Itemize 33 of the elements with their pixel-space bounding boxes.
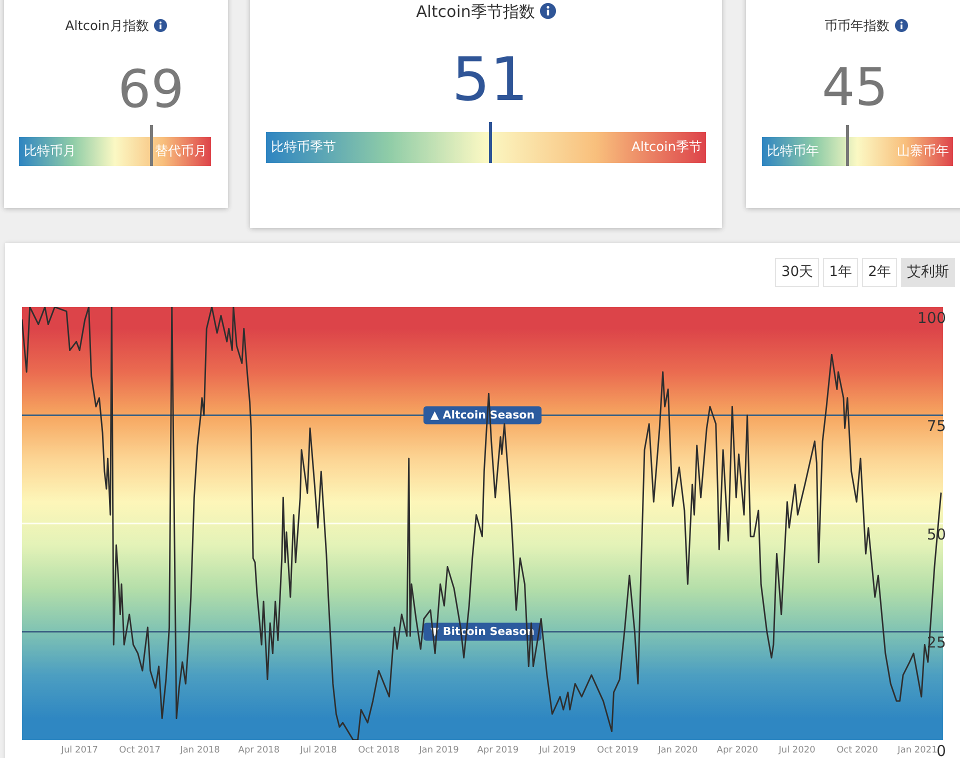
text: 比特币季节 [271, 139, 336, 157]
range-button[interactable]: 1年 [823, 258, 858, 287]
x-tick-label: Jan 2019 [418, 746, 460, 756]
x-tick-label: Jan 2020 [657, 746, 698, 756]
x-tick-label: Jul 2018 [299, 746, 338, 756]
x-tick-label: Apr 2020 [716, 746, 758, 756]
x-tick-label: Jul 2020 [778, 746, 816, 756]
data-label: 45 [820, 56, 890, 120]
text: 比特币月 [24, 143, 76, 161]
x-tick-label: Oct 2020 [836, 746, 878, 756]
x-tick-label: Apr 2018 [238, 746, 280, 756]
text: 币币年指数 [824, 18, 890, 34]
x-tick-label: Oct 2018 [358, 746, 400, 756]
x-tick-label: Oct 2017 [119, 746, 160, 756]
x-tick-label: Jan 2018 [179, 746, 220, 756]
text: 山寨币年 [897, 143, 949, 161]
x-tick-label: Apr 2019 [477, 746, 519, 756]
data-label: 51 [450, 44, 530, 116]
y-tick-label: 0 [936, 742, 946, 758]
text: Altcoin季节 [631, 139, 702, 157]
text: Altcoin月指数 [65, 18, 149, 34]
range-button[interactable]: 2年 [862, 258, 897, 287]
x-tick-label: Jan 2021 [896, 746, 938, 756]
text: 替代币月 [155, 143, 207, 161]
x-tick-label: Jul 2017 [60, 746, 98, 756]
text: 比特币年 [767, 143, 819, 161]
x-tick-label: Oct 2019 [597, 746, 639, 756]
range-button[interactable]: 艾利斯 [901, 258, 955, 287]
ref-line-label: ▲ Altcoin Season [430, 408, 535, 422]
range-button[interactable]: 30天 [775, 258, 820, 287]
x-tick-label: Jul 2019 [538, 746, 576, 756]
data-label: 69 [116, 58, 186, 122]
text: Altcoin季节指数 [416, 2, 535, 21]
